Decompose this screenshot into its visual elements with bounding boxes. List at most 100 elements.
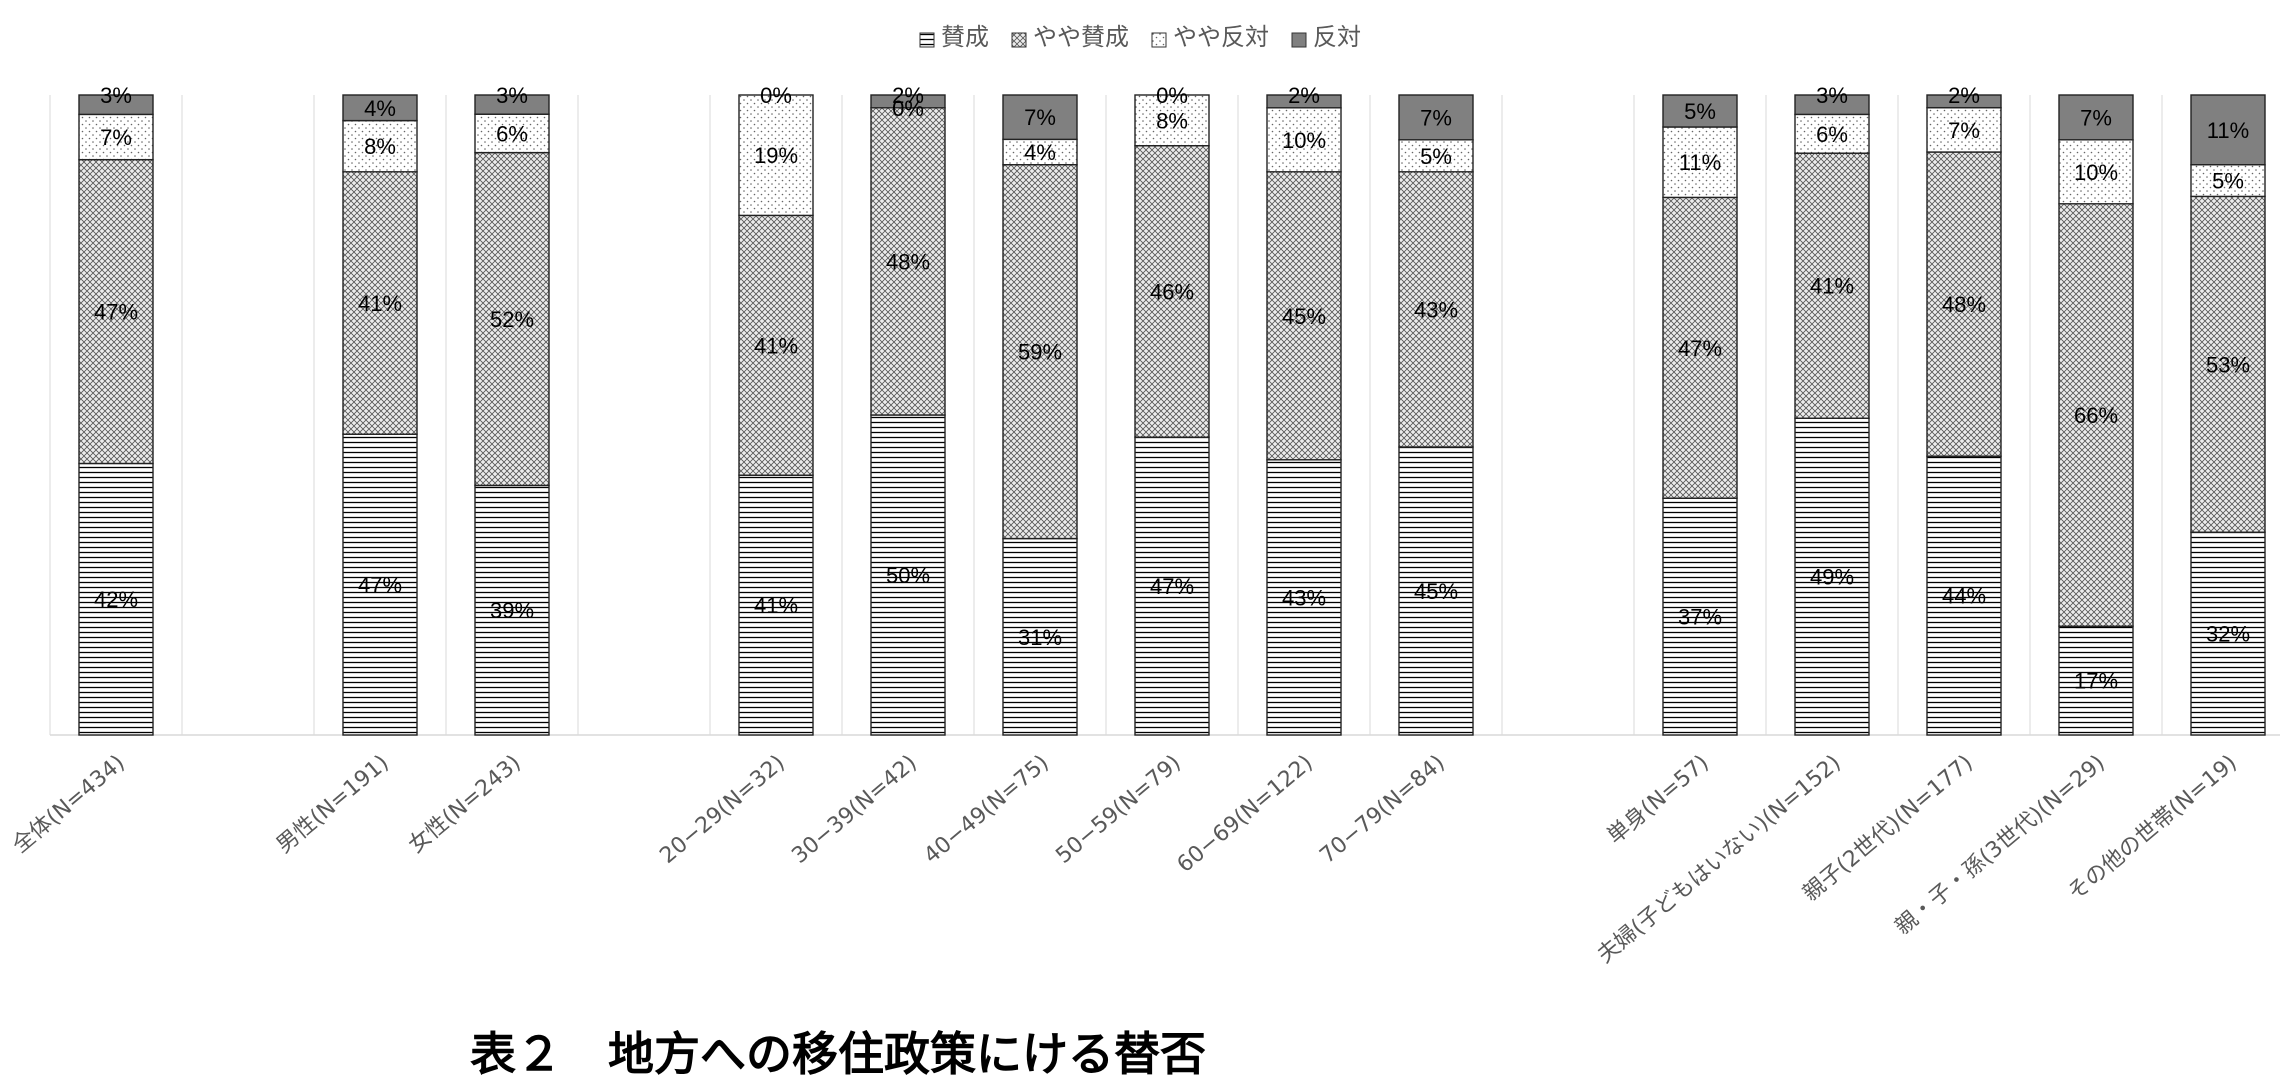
data-label-sansei: 45% (1414, 579, 1458, 604)
legend-swatch-yaya-sansei (1011, 26, 1027, 48)
data-label-sansei: 39% (490, 598, 534, 623)
bar-segment-yaya-hantai (1662, 126, 1738, 199)
data-label-sansei: 17% (2074, 669, 2118, 694)
bar-segment-sansei (342, 433, 418, 736)
bar-segment-yaya-sansei (1662, 196, 1738, 499)
data-label-yaya-hantai: 4% (1024, 140, 1056, 165)
bar-segment-sansei (1002, 537, 1078, 736)
bar-segment-yaya-sansei (738, 214, 814, 476)
data-label-hantai: 2% (892, 83, 924, 108)
bar-segment-hantai (78, 94, 154, 116)
legend-item-yaya-sansei: やや賛成 (1011, 16, 1129, 52)
bar-segment-hantai (2190, 94, 2266, 166)
data-label-hantai: 7% (1420, 105, 1452, 130)
bar-segment-sansei (1794, 417, 1870, 736)
data-label-hantai: 2% (1288, 83, 1320, 108)
data-label-yaya-hantai: 19% (754, 143, 798, 168)
data-label-sansei: 41% (754, 593, 798, 618)
data-label-yaya-sansei: 48% (1942, 292, 1986, 317)
data-label-yaya-hantai: 7% (100, 125, 132, 150)
legend-item-sansei: 賛成 (919, 16, 989, 52)
data-label-sansei: 44% (1942, 584, 1986, 609)
data-label-sansei: 32% (2206, 622, 2250, 647)
bar-segment-yaya-sansei (1266, 171, 1342, 461)
bar-segment-yaya-sansei (1002, 164, 1078, 540)
bar-segment-yaya-sansei (342, 171, 418, 435)
data-label-hantai: 7% (2080, 105, 2112, 130)
legend-label-yaya-hantai: やや反対 (1173, 22, 1269, 51)
bar-segment-hantai (2058, 94, 2134, 141)
x-tick-label: 40−49(N=75) (919, 750, 1053, 868)
data-label-sansei: 37% (1678, 605, 1722, 630)
legend-item-hantai: 反対 (1291, 16, 1361, 52)
data-label-yaya-hantai: 6% (496, 121, 528, 146)
data-label-hantai: 2% (1948, 83, 1980, 108)
data-label-yaya-hantai: 5% (2212, 169, 2244, 194)
bar-segment-sansei (738, 474, 814, 736)
legend: 賛成 やや賛成 やや反対 反対 (0, 16, 2280, 52)
data-label-yaya-sansei: 47% (94, 300, 138, 325)
bar-segment-hantai (870, 94, 946, 109)
bar-segment-sansei (870, 414, 946, 736)
data-label-sansei: 47% (358, 573, 402, 598)
data-label-hantai: 0% (760, 83, 792, 108)
data-label-hantai: 3% (100, 83, 132, 108)
bar-segment-yaya-sansei (2058, 203, 2134, 627)
data-label-yaya-hantai: 10% (2074, 160, 2118, 185)
bar-segment-yaya-hantai (2190, 164, 2266, 198)
data-label-yaya-hantai: 6% (1816, 122, 1848, 147)
data-label-hantai: 3% (496, 83, 528, 108)
x-tick-label: 男性(N=191) (272, 750, 394, 858)
data-label-hantai: 11% (2207, 118, 2249, 143)
bar-segment-sansei (1266, 459, 1342, 736)
data-label-sansei: 42% (94, 587, 138, 612)
data-label-sansei: 49% (1810, 565, 1854, 590)
legend-item-yaya-hantai: やや反対 (1151, 16, 1269, 52)
data-label-yaya-hantai: 8% (364, 134, 396, 159)
data-label-sansei: 31% (1018, 625, 1062, 650)
data-label-hantai: 5% (1684, 99, 1716, 124)
data-label-yaya-sansei: 43% (1414, 297, 1458, 322)
bar-segment-yaya-hantai (1926, 106, 2002, 153)
data-label-yaya-hantai: 0% (892, 96, 924, 121)
bar-segment-yaya-sansei (1398, 171, 1474, 448)
data-label-yaya-sansei: 41% (358, 291, 402, 316)
x-tick-label: 親・子・孫(3世代)(N=29) (1891, 750, 2110, 940)
x-tick-label: 50−59(N=79) (1051, 750, 1185, 868)
bar-segment-yaya-hantai (342, 119, 418, 173)
legend-label-sansei: 賛成 (941, 22, 989, 51)
legend-label-hantai: 反対 (1313, 22, 1361, 51)
chart-caption: 表２ 地方への移住政策にける替否 (470, 1027, 1206, 1081)
stacked-bar-chart: 42% 47% 7% 3% 47% 41% 8% 4% 39% 52% 6% 3% 41% 41% 19% 0… (8, 83, 2280, 968)
bar-segment-hantai (1266, 94, 1342, 109)
bar-segment-sansei (474, 484, 550, 736)
data-label-sansei: 43% (1282, 585, 1326, 610)
bar-segment-sansei (1398, 446, 1474, 736)
bar-segment-yaya-hantai (1266, 107, 1342, 173)
bar-segment-sansei (2190, 531, 2266, 736)
bar-segment-yaya-hantai (78, 113, 154, 161)
bar-segment-yaya-sansei (2190, 195, 2266, 533)
x-tick-label: 70−79(N=84) (1315, 750, 1449, 868)
data-label-yaya-sansei: 45% (1282, 304, 1326, 329)
data-label-hantai: 0% (1156, 83, 1188, 108)
data-label-yaya-sansei: 52% (490, 307, 534, 332)
bar-segment-yaya-hantai (2058, 139, 2134, 205)
bar-segment-yaya-hantai (1398, 139, 1474, 173)
legend-swatch-hantai (1291, 26, 1307, 48)
data-label-sansei: 47% (1150, 574, 1194, 599)
bar-segment-yaya-sansei (870, 107, 946, 416)
bar-segment-yaya-hantai (1134, 94, 1210, 147)
data-label-yaya-hantai: 8% (1156, 108, 1188, 133)
data-label-yaya-sansei: 47% (1678, 336, 1722, 361)
bar-segment-hantai (1002, 94, 1078, 141)
bar-segment-hantai (1926, 94, 2002, 109)
data-label-yaya-hantai: 11% (1679, 150, 1721, 175)
x-tick-label: 女性(N=243) (404, 750, 526, 858)
data-label-yaya-sansei: 41% (754, 333, 798, 358)
data-label-hantai: 7% (1024, 105, 1056, 130)
bar-segment-hantai (474, 94, 550, 115)
data-label-yaya-sansei: 41% (1810, 274, 1854, 299)
bar-segment-yaya-sansei (1134, 144, 1210, 438)
x-tick-label: 夫婦(子どもはいない)(N=152) (1593, 750, 1846, 968)
